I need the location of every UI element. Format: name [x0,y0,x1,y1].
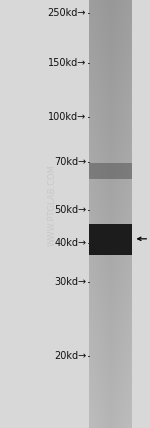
Text: 250kd→: 250kd→ [48,8,86,18]
Bar [89,224,132,255]
Text: WWW.PTGLAB.COM: WWW.PTGLAB.COM [48,164,57,247]
Bar [89,163,132,179]
Text: 150kd→: 150kd→ [48,58,86,68]
Text: 20kd→: 20kd→ [54,351,86,361]
Text: 40kd→: 40kd→ [54,238,86,248]
Text: 70kd→: 70kd→ [54,157,86,167]
Text: 30kd→: 30kd→ [54,277,86,288]
Text: 100kd→: 100kd→ [48,112,86,122]
Text: 50kd→: 50kd→ [54,205,86,215]
